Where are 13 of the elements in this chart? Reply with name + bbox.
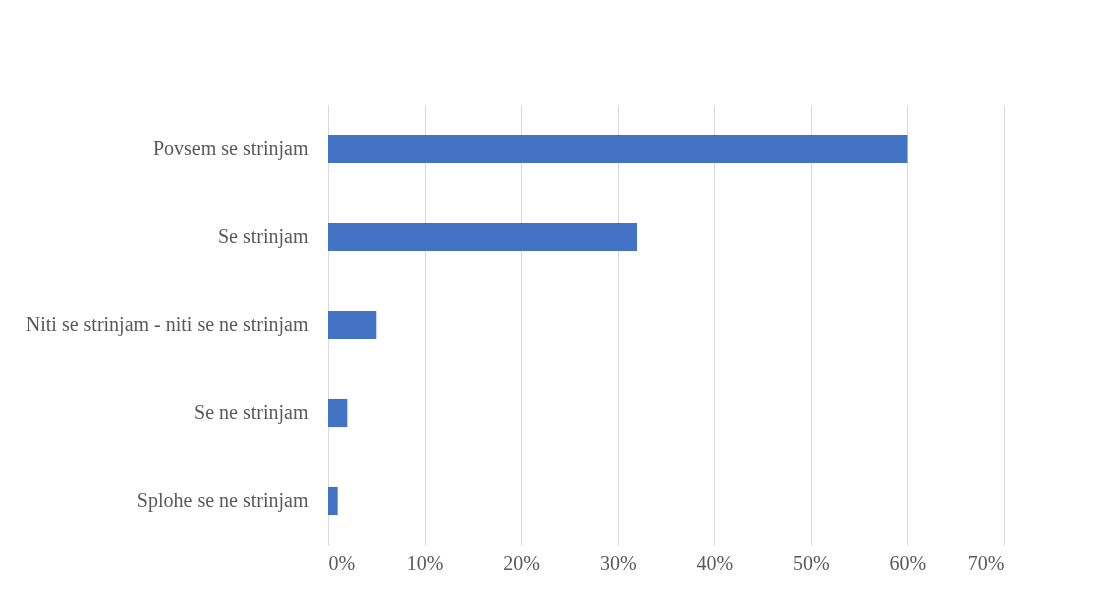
y-tick-label: Se ne strinjam: [194, 401, 309, 424]
x-tick-label: 30%: [599, 551, 637, 574]
x-tick-label: 10%: [406, 551, 444, 574]
y-tick-label: Splohe se ne strinjam: [136, 489, 309, 512]
x-tick-label: 40%: [696, 551, 734, 574]
x-tick-label: 60%: [889, 551, 927, 574]
x-tick-label: 70%: [967, 551, 1005, 574]
y-tick-label: Povsem se strinjam: [152, 137, 309, 160]
x-tick-label: 20%: [503, 551, 540, 574]
x-tick-label: 0%: [328, 551, 356, 574]
y-tick-label: Se strinjam: [217, 225, 309, 248]
y-tick-label: Niti se strinjam - niti se ne strinjam: [25, 313, 309, 336]
x-tick-label: 50%: [793, 551, 830, 574]
